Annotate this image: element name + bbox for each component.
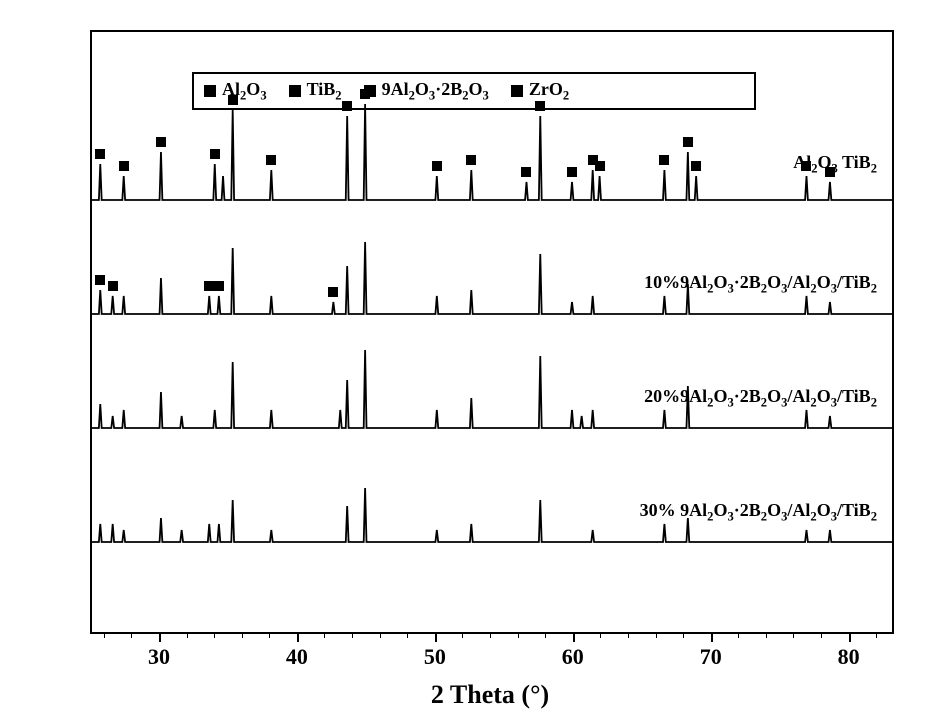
x-tick-minor: [242, 632, 243, 638]
peak-marker-icon: [535, 101, 545, 111]
peak-marker-icon: [360, 89, 370, 99]
x-axis-label: 2 Theta (°): [431, 680, 549, 710]
trace-label: 30% 9Al2O3·2B2O3/Al2O3/TiB2: [640, 500, 877, 525]
x-tick-label: 40: [286, 644, 308, 670]
peak-marker-icon: [595, 161, 605, 171]
x-tick-minor: [187, 632, 188, 638]
peak-marker-icon: [95, 275, 105, 285]
x-tick-minor: [269, 632, 270, 638]
peak-marker-icon: [108, 281, 118, 291]
peak-marker-icon: [691, 161, 701, 171]
x-tick: [297, 632, 299, 642]
peak-marker-icon: [683, 137, 693, 147]
x-tick-label: 60: [562, 644, 584, 670]
plot-svg: [92, 32, 892, 632]
trace-label: 20%9Al2O3·2B2O3/Al2O3/TiB2: [644, 386, 877, 411]
peak-marker-icon: [156, 137, 166, 147]
peak-marker-icon: [119, 161, 129, 171]
peak-marker-icon: [210, 149, 220, 159]
x-tick-minor: [738, 632, 739, 638]
x-tick: [573, 632, 575, 642]
x-tick: [711, 632, 713, 642]
x-tick-minor: [600, 632, 601, 638]
peak-marker-icon: [228, 95, 238, 105]
x-tick-minor: [407, 632, 408, 638]
peak-marker-icon: [204, 281, 214, 291]
trace-label: 10%9Al2O3·2B2O3/Al2O3/TiB2: [644, 272, 877, 297]
x-tick-minor: [104, 632, 105, 638]
peak-marker-icon: [328, 287, 338, 297]
x-tick: [435, 632, 437, 642]
x-tick-label: 70: [700, 644, 722, 670]
peak-marker-icon: [659, 155, 669, 165]
x-tick-minor: [766, 632, 767, 638]
x-tick-minor: [876, 632, 877, 638]
xrd-chart: Intensity (a.u.) 2 Theta (°) Al2O3TiB29A…: [0, 0, 941, 723]
x-tick-label: 30: [148, 644, 170, 670]
x-tick-minor: [380, 632, 381, 638]
x-tick-minor: [821, 632, 822, 638]
x-tick: [159, 632, 161, 642]
x-tick-minor: [214, 632, 215, 638]
x-tick: [849, 632, 851, 642]
peak-marker-icon: [95, 149, 105, 159]
x-tick-minor: [324, 632, 325, 638]
x-tick-minor: [656, 632, 657, 638]
x-tick-minor: [352, 632, 353, 638]
peak-marker-icon: [342, 101, 352, 111]
x-tick-minor: [628, 632, 629, 638]
x-tick-minor: [683, 632, 684, 638]
x-tick-label: 50: [424, 644, 446, 670]
x-tick-minor: [490, 632, 491, 638]
peak-marker-icon: [825, 167, 835, 177]
peak-marker-icon: [266, 155, 276, 165]
x-tick-minor: [545, 632, 546, 638]
peak-marker-icon: [521, 167, 531, 177]
peak-marker-icon: [432, 161, 442, 171]
peak-marker-icon: [567, 167, 577, 177]
x-tick-label: 80: [838, 644, 860, 670]
plot-area: Al2O3TiB29Al2O3·2B2O3ZrO2 Al2O3 TiB210%9…: [90, 30, 894, 634]
peak-marker-icon: [466, 155, 476, 165]
x-tick-minor: [518, 632, 519, 638]
x-tick-minor: [131, 632, 132, 638]
x-tick-minor: [462, 632, 463, 638]
peak-marker-icon: [801, 161, 811, 171]
x-tick-minor: [793, 632, 794, 638]
peak-marker-icon: [214, 281, 224, 291]
